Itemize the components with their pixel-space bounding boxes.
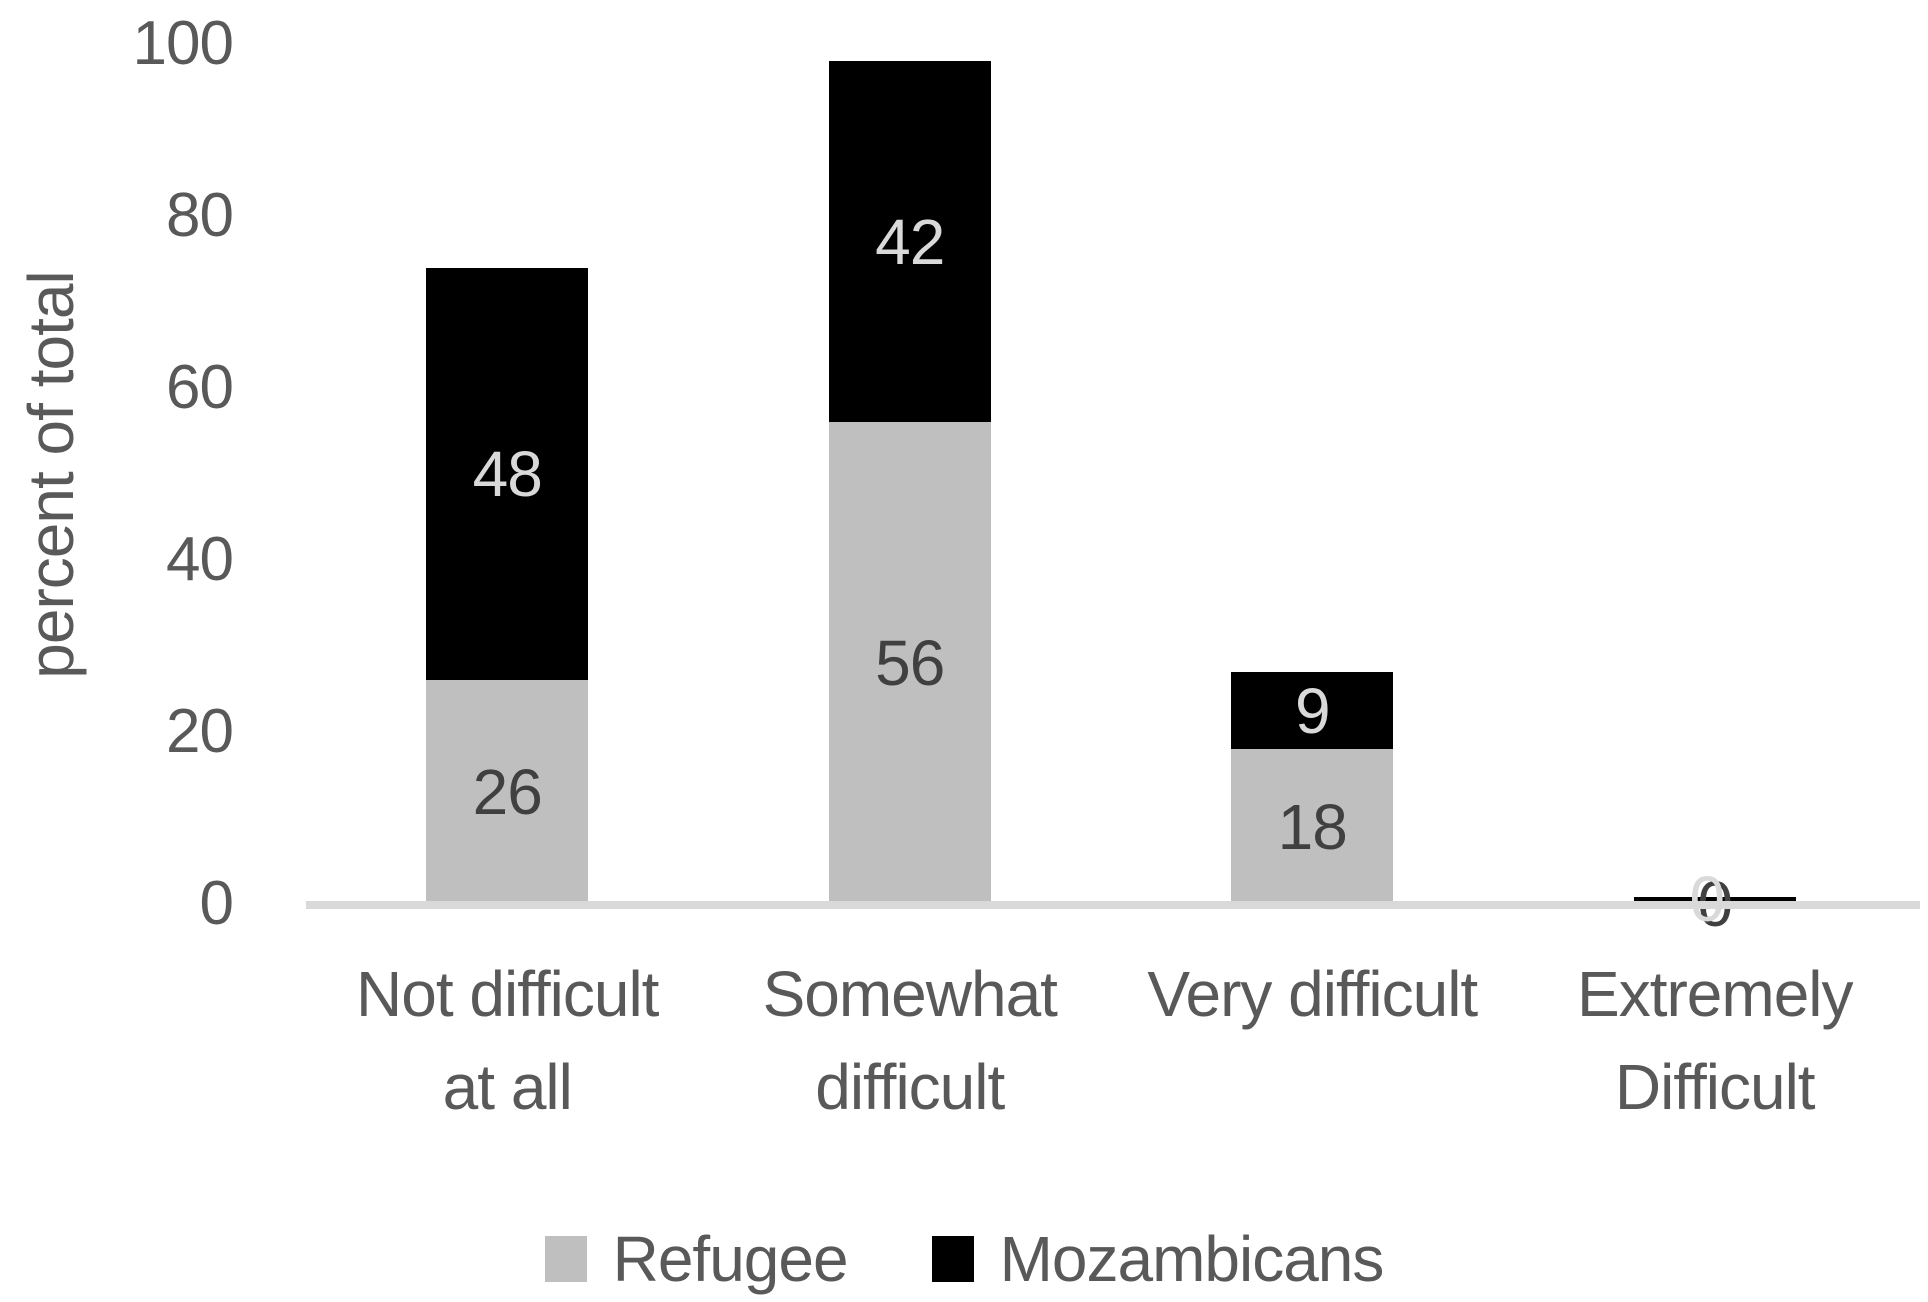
x-axis-line — [306, 901, 1920, 909]
y-tick-label: 20 — [166, 697, 234, 766]
bar-segment-refugee: 56 — [828, 422, 991, 904]
y-tick-label: 40 — [166, 525, 234, 594]
category-slot: 9 18 — [1111, 44, 1514, 904]
bar-segment-refugee: 18 — [1231, 749, 1394, 904]
bar-segment-mozambicans: 0 — [1633, 867, 1796, 931]
data-label: 56 — [875, 627, 945, 700]
stacked-bar: 48 26 — [426, 267, 589, 904]
data-label: 18 — [1277, 790, 1348, 863]
y-tick-label: 100 — [132, 9, 234, 78]
legend: Refugee Mozambicans — [0, 1222, 1928, 1296]
x-category-label: Extremely Difficult — [1577, 958, 1853, 1123]
legend-item-refugee: Refugee — [544, 1222, 849, 1296]
bar-segment-refugee: 26 — [426, 680, 589, 904]
x-category-label: Very difficult — [1147, 958, 1478, 1030]
data-label: 42 — [875, 205, 945, 278]
legend-label: Mozambicans — [999, 1223, 1385, 1295]
x-axis-category-labels: Not difficult at all Somewhat difficult Ve… — [306, 948, 1916, 1134]
y-tick-label: 60 — [166, 353, 234, 422]
plot-area: 48 26 42 56 9 18 00 — [306, 44, 1917, 936]
x-category-label: Not difficult at all — [356, 958, 659, 1123]
legend-label: Refugee — [612, 1223, 849, 1295]
legend-item-mozambicans: Mozambicans — [931, 1222, 1385, 1296]
bar-segment-mozambicans: 9 — [1231, 671, 1394, 750]
category-slot: 00 — [1514, 44, 1917, 936]
stacked-bar: 9 18 — [1231, 671, 1394, 904]
data-label: 9 — [1294, 674, 1331, 747]
category-slot: 48 26 — [306, 44, 709, 904]
legend-swatch-icon — [544, 1236, 587, 1282]
bar-segment-mozambicans: 42 — [828, 61, 991, 423]
data-label: 48 — [472, 438, 543, 510]
legend-swatch-icon — [931, 1236, 974, 1282]
bar-segment-mozambicans: 48 — [426, 267, 589, 681]
y-tick-label: 80 — [166, 181, 234, 250]
x-category-label: Somewhat difficult — [762, 958, 1058, 1123]
y-tick-label: 0 — [199, 869, 234, 938]
data-label: 0 — [1689, 862, 1725, 935]
data-label: 26 — [472, 756, 543, 829]
category-slot: 42 56 — [709, 44, 1112, 904]
stacked-bar: 42 56 — [828, 61, 991, 904]
